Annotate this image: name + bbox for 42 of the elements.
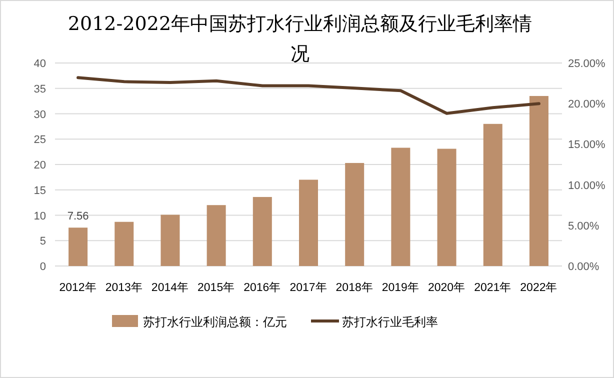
x-tick-label: 2016年 bbox=[244, 281, 282, 294]
title: 2012-2022年中国苏打水行业利润总额及行业毛利率情况 bbox=[68, 13, 532, 65]
x-tick-label: 2020年 bbox=[428, 281, 466, 294]
y2-tick-label: 5.00% bbox=[568, 220, 600, 232]
y-tick-label: 5 bbox=[40, 236, 46, 248]
bar bbox=[529, 96, 548, 266]
legend-label: 苏打水行业利润总额：亿元 bbox=[143, 315, 287, 329]
y-tick-label: 25 bbox=[34, 134, 46, 146]
line-series bbox=[76, 76, 540, 115]
bar bbox=[252, 196, 272, 266]
bar bbox=[391, 148, 410, 266]
y2-tick-label: 15.00% bbox=[568, 139, 606, 152]
y-tick-label: 35 bbox=[34, 83, 46, 96]
x-tick-label: 2013年 bbox=[105, 281, 143, 294]
bar bbox=[160, 214, 180, 266]
x-tick-label: 2012年 bbox=[59, 281, 97, 294]
bar bbox=[437, 148, 456, 266]
x-tick-label: 2017年 bbox=[290, 281, 328, 294]
y-tick-label: 10 bbox=[34, 210, 46, 222]
bar bbox=[114, 222, 134, 266]
bar bbox=[206, 205, 226, 266]
bar bbox=[68, 228, 88, 266]
y-tick-label: 20 bbox=[34, 160, 46, 172]
y-tick-label: 30 bbox=[34, 108, 46, 121]
y2-tick-label: 25.00% bbox=[568, 58, 606, 70]
y-tick-label: 0 bbox=[40, 261, 46, 273]
y-tick-label: 40 bbox=[34, 58, 46, 70]
y2-tick-label: 10.00% bbox=[568, 180, 606, 192]
x-tick-label: 2018年 bbox=[336, 281, 374, 294]
x-tick-label: 2021年 bbox=[474, 281, 512, 294]
legend-label: 苏打水行业毛利率 bbox=[342, 315, 438, 329]
bar bbox=[345, 162, 364, 266]
x-tick-label: 2019年 bbox=[382, 281, 420, 294]
x-tick-label: 2022年 bbox=[520, 281, 558, 294]
data-label: 7.56 bbox=[67, 210, 89, 223]
bar bbox=[299, 180, 318, 266]
x-tick-label: 2015年 bbox=[198, 281, 236, 294]
bar bbox=[483, 124, 502, 266]
y2-tick-label: 20.00% bbox=[568, 98, 606, 111]
y2-tick-label: 0.00% bbox=[568, 261, 600, 273]
y-tick-label: 15 bbox=[34, 184, 46, 197]
x-tick-label: 2014年 bbox=[151, 281, 190, 294]
